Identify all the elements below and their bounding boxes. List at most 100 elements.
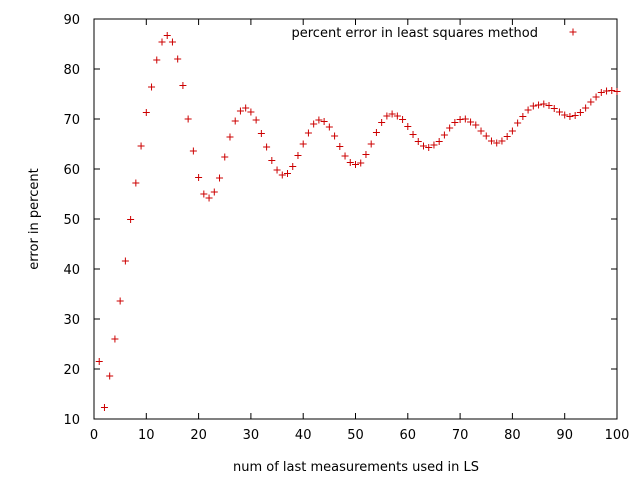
data-point [132,179,140,187]
x-tick-label: 20 [190,428,207,443]
data-point [524,106,532,114]
data-point [299,140,307,148]
data-point [571,112,579,119]
data-point [216,174,224,182]
data-point [514,119,522,127]
x-tick-label: 100 [605,428,630,443]
y-axis-label: error in percent [27,168,42,269]
data-point [106,372,114,380]
data-point [414,138,422,145]
data-point [535,101,543,109]
x-tick-label: 0 [90,428,98,443]
x-tick-label: 80 [504,428,521,443]
data-point [210,188,218,196]
data-point [205,194,213,202]
data-point [111,335,119,343]
data-point [503,133,511,140]
data-point [346,159,354,166]
data-point [419,142,427,150]
y-tick-label: 50 [63,213,80,228]
data-point [137,142,145,150]
data-point [555,108,563,116]
data-point [508,127,516,135]
plot-frame [93,18,618,420]
data-point [561,111,569,119]
data-point [153,56,161,64]
data-point [440,131,448,139]
data-point [519,113,527,120]
data-point [550,105,558,112]
data-point [294,152,302,159]
data-point [320,118,328,125]
data-point [236,107,244,115]
data-point [482,132,490,140]
data-point [576,109,584,116]
data-point [498,137,506,145]
data-point [566,113,574,120]
data-point [425,144,433,151]
data-point [446,124,454,132]
data-point [158,38,166,46]
data-point [409,131,417,138]
data-point [221,153,229,161]
data-point [592,93,600,101]
data-point [184,115,192,123]
y-tick-label: 80 [63,63,80,78]
data-point [168,38,176,46]
data-points [95,32,621,411]
data-point [493,139,501,147]
data-point [404,123,412,130]
data-point [163,32,171,39]
data-point [378,119,386,126]
data-point [231,117,239,125]
data-point [278,171,286,179]
data-point [179,82,187,89]
data-point [304,129,312,137]
legend-marker [569,28,577,36]
data-point [367,140,375,148]
y-tick-label: 60 [63,163,80,178]
y-tick-label: 20 [63,363,80,378]
data-point [540,100,548,108]
x-tick-label: 30 [243,428,260,443]
legend-label: percent error in least squares method [292,26,539,41]
legend: percent error in least squares method [292,26,577,41]
x-tick-label: 60 [400,428,417,443]
data-point [545,102,553,109]
data-point [352,161,359,168]
y-tick-label: 30 [63,313,80,328]
data-point [472,121,480,129]
data-point [393,112,401,120]
data-point [310,120,318,128]
data-point [582,104,590,112]
x-tick-label: 50 [347,428,364,443]
data-point [127,216,135,223]
data-point [341,152,349,160]
data-point [587,98,595,106]
data-point [116,297,124,305]
data-point [263,143,271,151]
data-point [148,83,156,91]
data-point [174,55,182,63]
data-point [252,116,260,124]
data-point [226,133,234,141]
data-point [597,89,605,96]
data-point [247,108,255,116]
data-point [289,163,297,170]
data-point [121,257,129,265]
data-point [383,112,391,120]
data-point [336,143,344,150]
x-tick-label: 90 [556,428,573,443]
data-point [273,166,281,174]
y-tick-label: 40 [63,263,80,278]
data-point [315,116,323,124]
y-tick-label: 10 [63,413,80,428]
data-point [451,119,459,126]
data-point [372,129,380,136]
data-point [357,159,365,167]
x-tick-label: 40 [295,428,312,443]
data-point [268,157,276,164]
data-point [467,118,475,126]
data-point [435,138,443,145]
